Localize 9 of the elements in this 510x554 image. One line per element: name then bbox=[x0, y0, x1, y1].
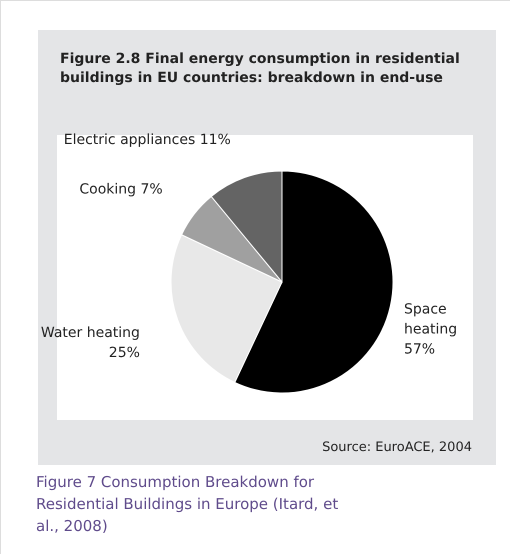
caption: Figure 7 Consumption Breakdown for Residential Buildings in Europe (Itard, et al., 2008) bbox=[36, 473, 338, 535]
slice-label: Electric appliances 11% bbox=[64, 132, 231, 148]
slice-label: Water heating bbox=[40, 325, 140, 342]
chart-title: Figure 2.8 Final energy consumption in residential buildings in EU countries: breakdown in end-use bbox=[60, 51, 460, 86]
data-label: 57% bbox=[404, 341, 436, 358]
data-label: 25% bbox=[108, 345, 140, 362]
slice-label: Cooking 7% bbox=[79, 181, 163, 198]
source-note: Source: EuroACE, 2004 bbox=[322, 440, 472, 455]
slice-label: Space heating bbox=[404, 301, 458, 338]
